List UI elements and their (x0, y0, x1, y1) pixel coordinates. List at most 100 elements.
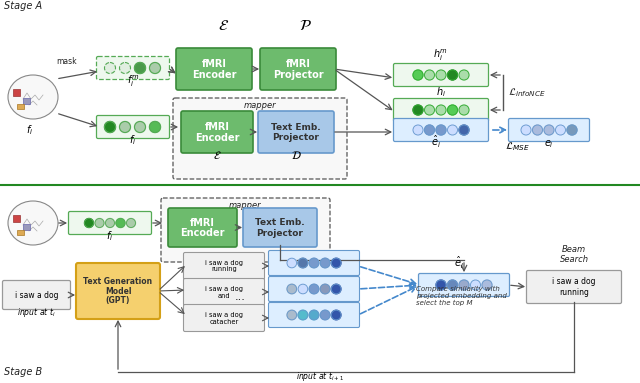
Text: mapper: mapper (244, 101, 276, 110)
Circle shape (287, 284, 296, 294)
Circle shape (567, 125, 577, 135)
Circle shape (116, 218, 125, 228)
Circle shape (150, 62, 161, 74)
FancyBboxPatch shape (68, 211, 152, 234)
Circle shape (424, 105, 435, 115)
FancyBboxPatch shape (76, 263, 160, 319)
Circle shape (556, 125, 566, 135)
FancyBboxPatch shape (419, 273, 509, 296)
FancyBboxPatch shape (509, 118, 589, 141)
Text: Encoder: Encoder (192, 70, 236, 80)
Text: Stage B: Stage B (4, 367, 42, 377)
Text: Encoder: Encoder (180, 229, 225, 239)
Circle shape (521, 125, 531, 135)
Circle shape (413, 125, 423, 135)
Circle shape (332, 310, 341, 320)
Circle shape (447, 70, 458, 80)
Text: Compare similarity with
projected embedding and
select the top M: Compare similarity with projected embedd… (416, 286, 507, 306)
Circle shape (95, 218, 104, 228)
Circle shape (320, 310, 330, 320)
FancyBboxPatch shape (260, 48, 336, 90)
Circle shape (134, 121, 145, 133)
FancyBboxPatch shape (3, 280, 70, 309)
Ellipse shape (8, 201, 58, 245)
Text: $f_i$: $f_i$ (106, 229, 114, 243)
Circle shape (459, 125, 469, 135)
Circle shape (332, 284, 341, 294)
Text: i saw a dog
and: i saw a dog and (205, 285, 243, 298)
Text: Text Generation: Text Generation (83, 277, 152, 285)
Circle shape (287, 258, 296, 268)
Text: $\mathcal{D}$: $\mathcal{D}$ (291, 149, 301, 161)
Circle shape (413, 105, 423, 115)
FancyBboxPatch shape (527, 270, 621, 303)
Text: (GPT): (GPT) (106, 296, 130, 306)
Circle shape (84, 218, 93, 228)
Text: $\mathcal{L}_{infoNCE}$: $\mathcal{L}_{infoNCE}$ (508, 86, 546, 99)
Circle shape (470, 280, 481, 290)
Circle shape (104, 62, 115, 74)
FancyBboxPatch shape (173, 98, 347, 179)
Text: i saw a dog
running: i saw a dog running (205, 260, 243, 272)
Circle shape (532, 125, 543, 135)
Text: Stage A: Stage A (4, 1, 42, 11)
Bar (13, 215, 20, 222)
Circle shape (459, 280, 469, 290)
Text: Model: Model (105, 286, 131, 296)
Circle shape (309, 310, 319, 320)
Text: Text Emb.: Text Emb. (255, 218, 305, 227)
Text: i saw a dog
catacher: i saw a dog catacher (205, 311, 243, 324)
Circle shape (320, 258, 330, 268)
Circle shape (134, 62, 145, 74)
FancyBboxPatch shape (161, 198, 330, 262)
Circle shape (309, 258, 319, 268)
Circle shape (459, 70, 469, 80)
Text: fMRI: fMRI (202, 59, 227, 69)
FancyBboxPatch shape (394, 98, 488, 121)
Text: $h_i$: $h_i$ (436, 85, 446, 99)
Circle shape (120, 62, 131, 74)
Text: $f_i^m$: $f_i^m$ (127, 74, 139, 89)
Text: $\mathcal{E}$: $\mathcal{E}$ (212, 149, 221, 161)
Circle shape (482, 280, 492, 290)
Text: Projector: Projector (273, 70, 323, 80)
FancyBboxPatch shape (269, 303, 360, 327)
FancyBboxPatch shape (181, 111, 253, 153)
Text: fMRI: fMRI (285, 59, 310, 69)
Circle shape (447, 105, 458, 115)
Text: ...: ... (235, 292, 245, 302)
Text: input at $t_i$: input at $t_i$ (17, 306, 56, 319)
Text: $\mathcal{E}$: $\mathcal{E}$ (218, 18, 230, 33)
Text: Encoder: Encoder (195, 133, 239, 143)
FancyBboxPatch shape (269, 277, 360, 301)
Circle shape (413, 70, 423, 80)
Text: $e_i$: $e_i$ (544, 138, 554, 150)
Text: $f_i$: $f_i$ (129, 133, 136, 147)
Circle shape (127, 218, 136, 228)
Circle shape (106, 218, 115, 228)
Circle shape (424, 70, 435, 80)
Text: input at $t_{i+1}$: input at $t_{i+1}$ (296, 370, 344, 383)
Bar (23, 224, 30, 230)
Text: fMRI: fMRI (205, 122, 229, 132)
Text: mask: mask (56, 57, 77, 66)
FancyBboxPatch shape (97, 57, 170, 80)
Circle shape (320, 284, 330, 294)
Circle shape (104, 121, 115, 133)
Circle shape (544, 125, 554, 135)
Text: i saw a dog: i saw a dog (15, 290, 58, 300)
FancyBboxPatch shape (394, 118, 488, 141)
Text: Projector: Projector (273, 134, 319, 142)
Circle shape (298, 284, 308, 294)
FancyBboxPatch shape (168, 208, 237, 247)
Circle shape (436, 125, 446, 135)
Circle shape (436, 280, 446, 290)
Text: mapper: mapper (229, 201, 262, 210)
Circle shape (447, 125, 458, 135)
Bar (13, 89, 20, 96)
Circle shape (459, 105, 469, 115)
Text: $f_i$: $f_i$ (26, 123, 33, 137)
Circle shape (332, 258, 341, 268)
Bar (17, 230, 24, 235)
Circle shape (298, 258, 308, 268)
